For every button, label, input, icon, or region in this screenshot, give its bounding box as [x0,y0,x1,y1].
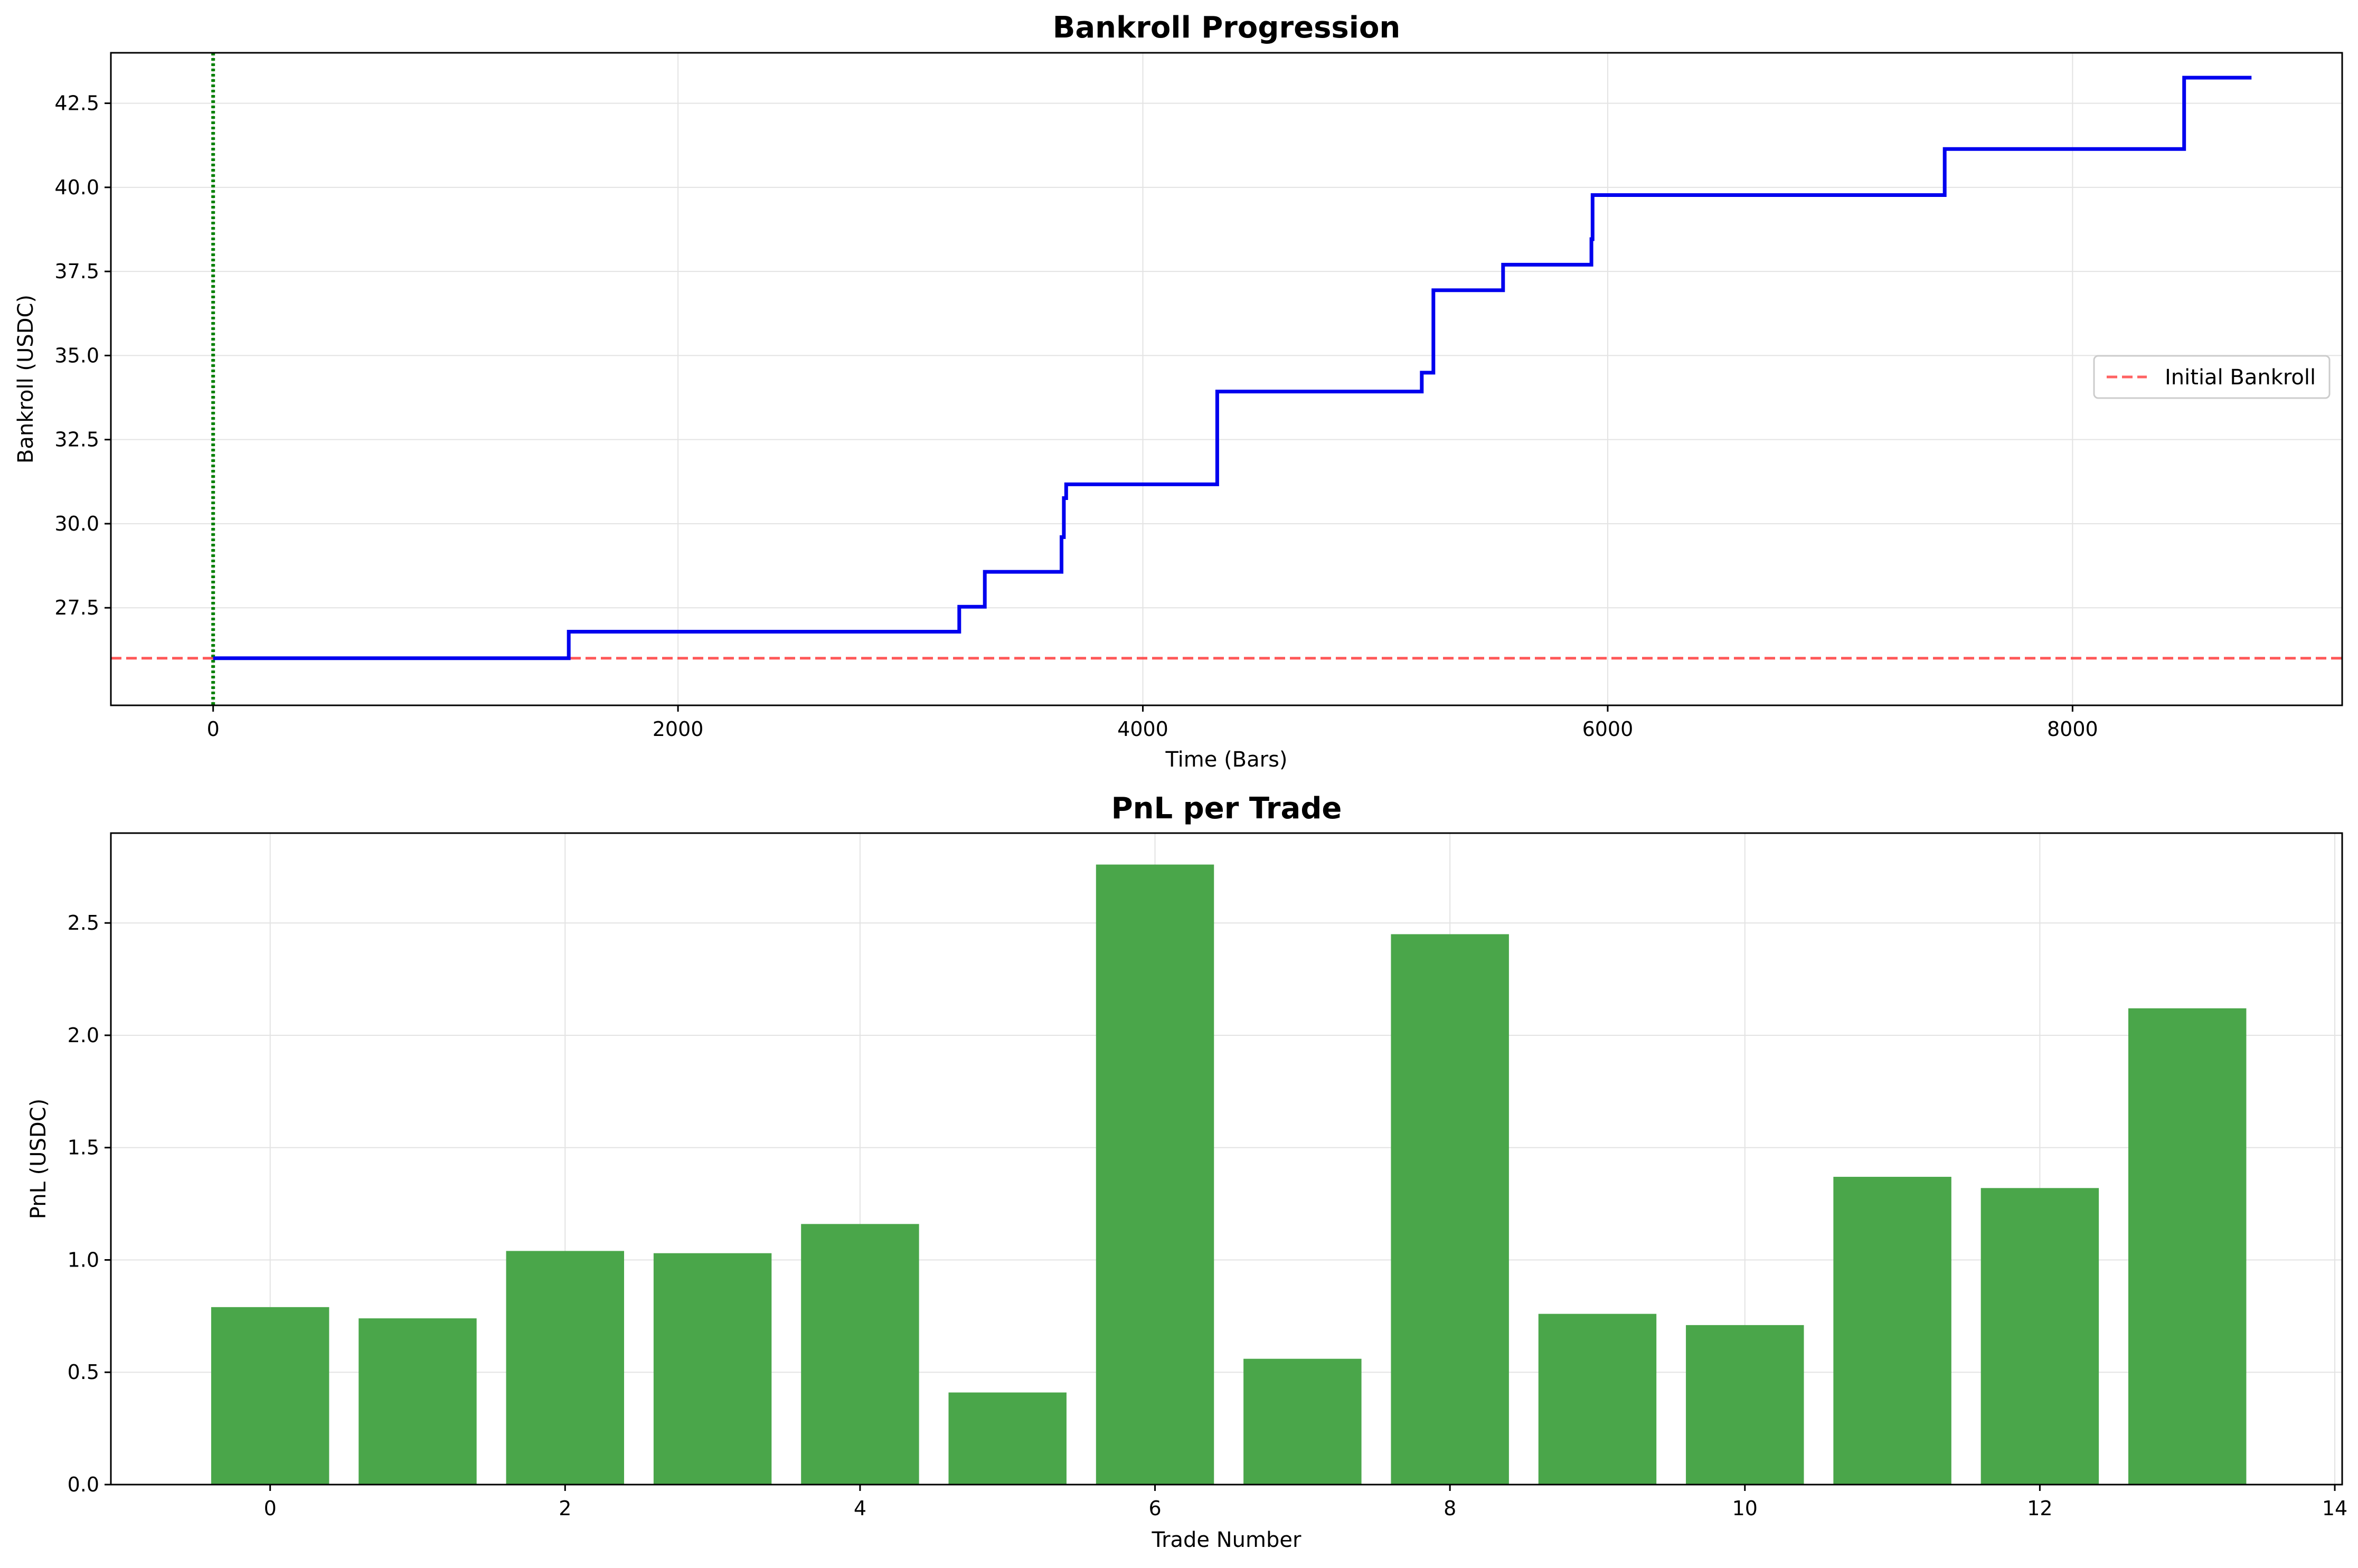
pnl-x-tick-label: 6 [1148,1497,1161,1520]
pnl-bar [801,1224,919,1485]
pnl-y-axis-label: PnL (USDC) [26,1099,51,1219]
pnl-bar [211,1307,329,1485]
pnl-y-tick-label: 2.5 [68,911,99,934]
pnl-bar [948,1393,1066,1485]
pnl-bar [1686,1325,1804,1485]
pnl-y-tick-label: 0.0 [68,1473,99,1496]
bankroll-y-tick-label: 30.0 [54,512,99,535]
bankroll-y-tick-label: 32.5 [54,428,99,451]
bankroll-x-axis-label: Time (Bars) [1165,748,1287,772]
pnl-x-tick-label: 10 [1732,1497,1758,1520]
bankroll-y-tick-label: 27.5 [54,596,99,619]
bankroll-x-tick-label: 6000 [1582,717,1634,741]
pnl-bar [359,1318,476,1485]
pnl-bar [1833,1177,1951,1485]
bankroll-y-axis-label: Bankroll (USDC) [14,295,38,464]
pnl-y-tick-label: 1.5 [68,1136,99,1159]
pnl-x-tick-label: 0 [264,1497,277,1520]
pnl-bar [2128,1008,2246,1485]
pnl-bar [1981,1188,2099,1485]
legend-initial-bankroll-label: Initial Bankroll [2165,365,2316,390]
pnl-bar [654,1253,771,1485]
bankroll-x-tick-label: 2000 [653,717,704,741]
pnl-x-tick-label: 14 [2322,1497,2347,1520]
bankroll-x-tick-label: 4000 [1117,717,1168,741]
pnl-y-tick-label: 2.0 [68,1024,99,1047]
bankroll-legend: Initial Bankroll [2094,356,2329,398]
pnl-chart: PnL per Trade 0 2 4 6 8 10 12 14 0.0 0.5 1.0 1.5 2.0… [26,791,2347,1552]
bankroll-y-tick-label: 42.5 [54,92,99,115]
bankroll-y-tick-label: 40.0 [54,176,99,199]
pnl-x-axis-label: Trade Number [1152,1528,1301,1552]
bankroll-chart-title: Bankroll Progression [1053,11,1401,45]
pnl-chart-title: PnL per Trade [1111,791,1342,826]
pnl-bar [1096,865,1214,1485]
pnl-x-tick-label: 2 [559,1497,571,1520]
bankroll-y-tick-label: 35.0 [54,344,99,367]
pnl-y-tick-label: 1.0 [68,1248,99,1271]
pnl-bar [1539,1314,1656,1485]
pnl-x-tick-label: 4 [854,1497,866,1520]
bankroll-chart: Bankroll Progression 0 2000 4000 6000 8000 27… [14,11,2342,772]
pnl-bar [1391,934,1508,1485]
pnl-x-tick-label: 12 [2027,1497,2052,1520]
pnl-y-tick-label: 0.5 [68,1361,99,1384]
pnl-bar [1243,1359,1361,1485]
pnl-x-tick-label: 8 [1444,1497,1456,1520]
bankroll-x-tick-label: 0 [207,717,220,741]
bankroll-x-tick-label: 8000 [2047,717,2098,741]
bankroll-y-tick-label: 37.5 [54,260,99,283]
pnl-bar [506,1251,624,1485]
